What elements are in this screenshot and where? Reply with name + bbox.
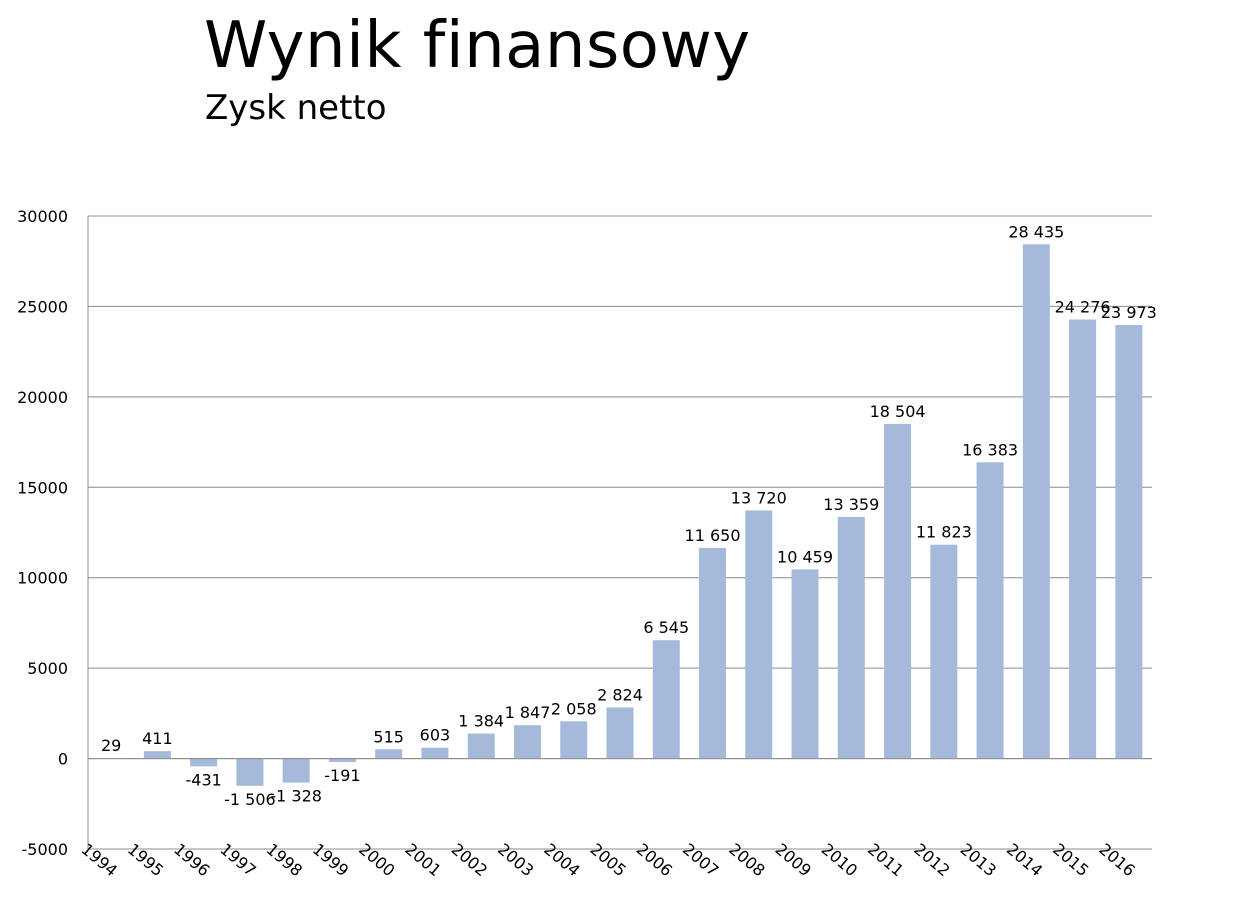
data-label: 1 384 [458, 712, 504, 731]
bar [1069, 319, 1097, 759]
x-tick-label: 1996 [170, 840, 213, 881]
x-tick-label: 2015 [1049, 840, 1092, 881]
bar [976, 462, 1004, 759]
bar [513, 725, 541, 759]
y-tick-label: 20000 [17, 388, 68, 407]
data-label: 411 [142, 729, 173, 748]
bar [282, 758, 310, 783]
x-tick-label: 2000 [355, 840, 398, 881]
x-tick-label: 2016 [1095, 840, 1138, 881]
bar [699, 547, 727, 759]
data-label: 13 359 [823, 495, 879, 514]
bar [791, 569, 819, 759]
bar [421, 747, 449, 759]
x-tick-label: 2009 [772, 840, 815, 881]
bar [1115, 325, 1143, 759]
bar [652, 640, 680, 759]
data-label: 11 823 [916, 523, 972, 542]
bar [884, 423, 912, 759]
data-label: 6 545 [643, 618, 689, 637]
chart-subtitle: Zysk netto [205, 88, 387, 128]
x-tick-label: 1995 [124, 840, 167, 881]
y-tick-label: -5000 [22, 840, 69, 859]
bar [467, 733, 495, 759]
x-tick-label: 2001 [401, 840, 444, 881]
x-tick-label: 2010 [818, 840, 861, 881]
x-tick-label: 1999 [309, 840, 352, 881]
y-tick-label: 25000 [17, 297, 68, 316]
data-label: 11 650 [685, 526, 741, 545]
bar [560, 721, 588, 759]
x-tick-label: 2012 [910, 840, 953, 881]
bar [236, 758, 264, 786]
bar [930, 544, 958, 759]
x-tick-label: 2008 [725, 840, 768, 881]
bar [1022, 244, 1050, 759]
data-label: 24 276 [1055, 298, 1111, 317]
x-tick-label: 1998 [263, 840, 306, 881]
y-tick-label: 5000 [27, 659, 68, 678]
x-tick-label: 2014 [1003, 840, 1046, 881]
data-label: 18 504 [870, 402, 926, 421]
x-tick-label: 2002 [448, 840, 491, 881]
data-label: -431 [185, 770, 221, 789]
bar [328, 758, 356, 763]
chart-title: Wynik finansowy [204, 9, 751, 83]
y-tick-label: 0 [58, 750, 68, 769]
data-label: 515 [373, 727, 404, 746]
data-label: -1 506 [224, 790, 276, 809]
data-label: 13 720 [731, 488, 787, 507]
x-tick-label: 2005 [587, 840, 630, 881]
y-tick-label: 10000 [17, 569, 68, 588]
bar [190, 758, 218, 767]
x-tick-label: 2011 [864, 840, 907, 881]
y-tick-label: 15000 [17, 478, 68, 497]
data-label: 16 383 [962, 440, 1018, 459]
bar [745, 510, 773, 759]
data-label: 603 [420, 726, 451, 745]
data-label: 28 435 [1008, 222, 1064, 241]
data-label: 29 [101, 736, 121, 755]
x-tick-label: 2013 [957, 840, 1000, 881]
x-tick-label: 2004 [540, 840, 583, 881]
x-tick-label: 2003 [494, 840, 537, 881]
x-tick-label: 2007 [679, 840, 722, 881]
data-label: 23 973 [1101, 303, 1157, 322]
data-label: -191 [324, 766, 360, 785]
y-tick-label: 30000 [17, 207, 68, 226]
x-tick-label: 2006 [633, 840, 676, 881]
x-tick-label: 1994 [78, 840, 121, 881]
data-label: 2 058 [551, 699, 597, 718]
bar [606, 707, 634, 759]
bar [837, 516, 865, 759]
data-label: -1 328 [270, 787, 322, 806]
bar [375, 749, 403, 759]
data-label: 1 847 [505, 703, 551, 722]
data-label: 10 459 [777, 547, 833, 566]
data-label: 2 824 [597, 685, 643, 704]
x-tick-label: 1997 [216, 840, 259, 881]
bar [143, 751, 171, 759]
